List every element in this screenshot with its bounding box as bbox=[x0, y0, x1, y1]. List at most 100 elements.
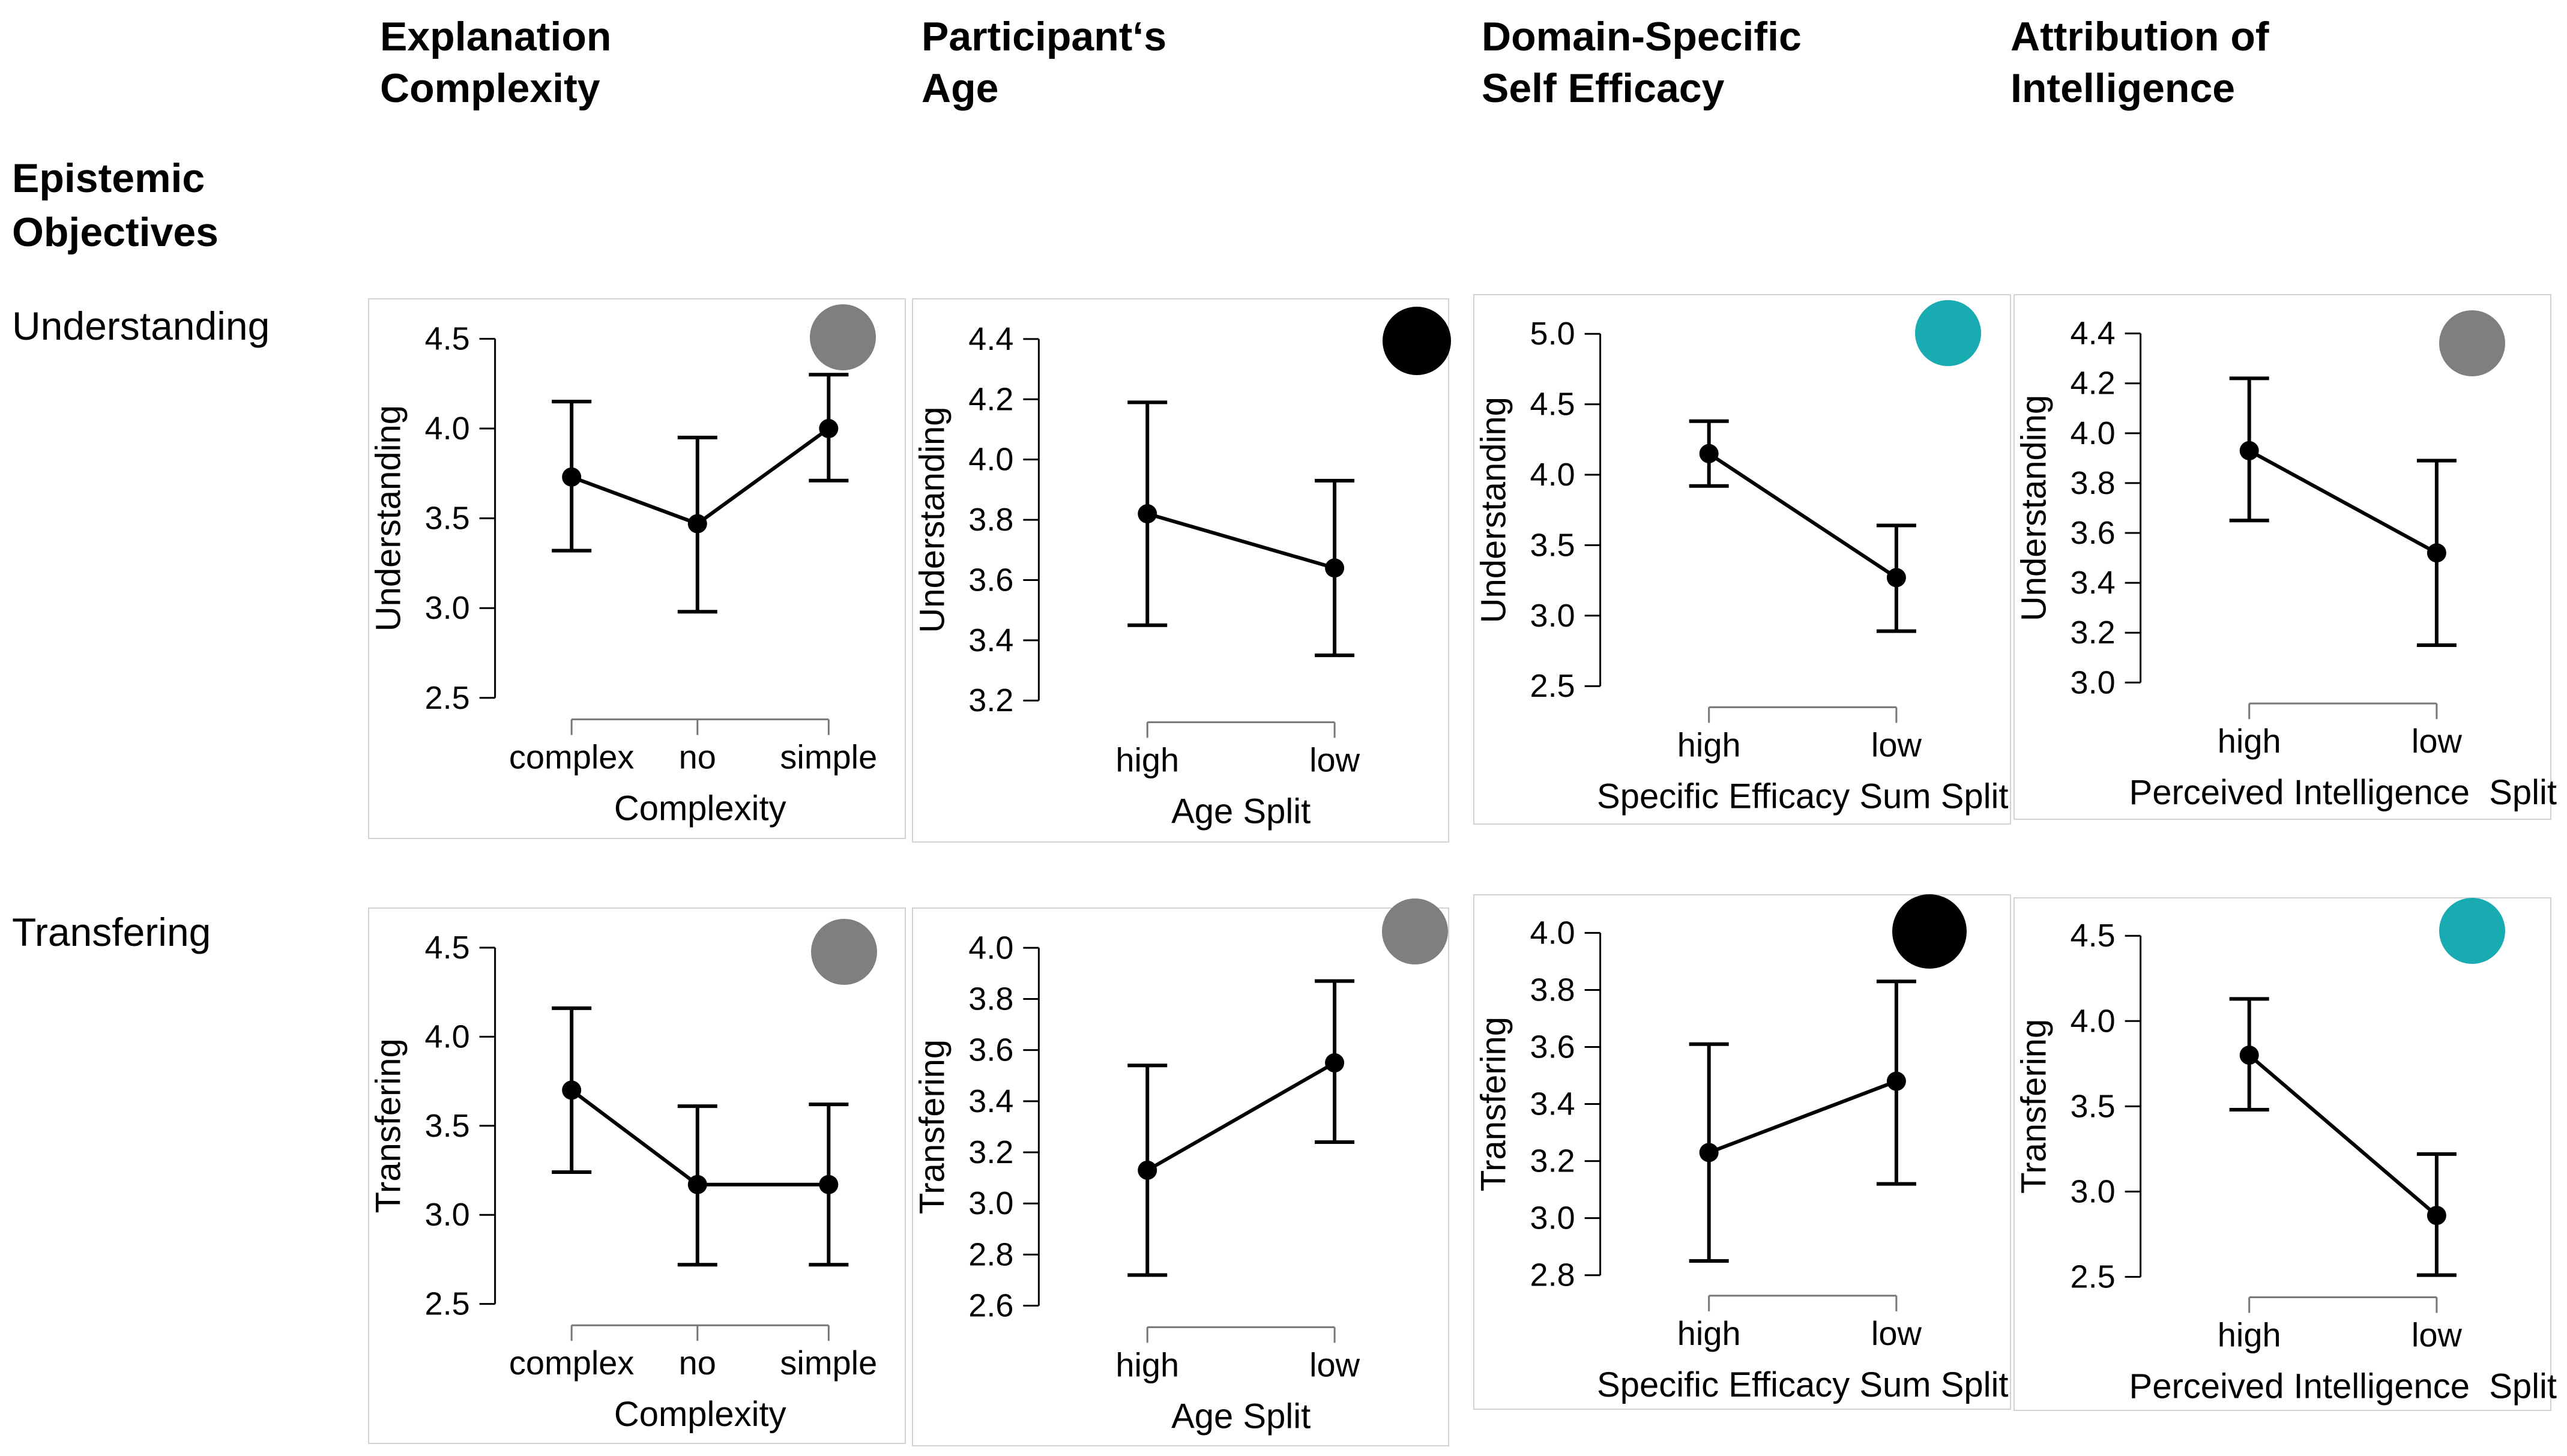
svg-text:4.2: 4.2 bbox=[968, 381, 1013, 417]
svg-text:Understanding: Understanding bbox=[369, 405, 408, 631]
row-label-transfering: Transfering bbox=[12, 910, 211, 954]
corner-label-epistemic-objectives: Epistemic Objectives bbox=[12, 151, 219, 259]
svg-text:simple: simple bbox=[780, 738, 877, 776]
column-header-line: Self Efficacy bbox=[1482, 65, 1725, 111]
significance-badge-gray bbox=[811, 919, 877, 985]
transfering-self-efficacy-chart: 2.8 3.0 3.2 3.4 3.6 3.8 4.0 Transfering high low S… bbox=[1474, 894, 2009, 1404]
svg-text:high: high bbox=[2218, 1316, 2281, 1354]
column-header-line: Domain-Specific bbox=[1482, 14, 1802, 59]
svg-text:3.0: 3.0 bbox=[2071, 1173, 2116, 1209]
svg-text:3.8: 3.8 bbox=[968, 981, 1013, 1017]
svg-text:2.8: 2.8 bbox=[968, 1236, 1013, 1272]
svg-text:3.4: 3.4 bbox=[2071, 565, 2116, 601]
column-header-line: Attribution of bbox=[2010, 14, 2269, 59]
svg-text:low: low bbox=[1871, 726, 1922, 763]
svg-text:3.6: 3.6 bbox=[968, 1032, 1013, 1068]
understanding-age-chart: 3.2 3.4 3.6 3.8 4.0 4.2 4.4 Understanding high lo… bbox=[913, 307, 1451, 831]
svg-text:4.0: 4.0 bbox=[2071, 415, 2116, 451]
svg-text:3.8: 3.8 bbox=[1530, 972, 1575, 1008]
column-header-line: Intelligence bbox=[2010, 65, 2236, 111]
svg-text:2.5: 2.5 bbox=[425, 1286, 470, 1322]
chart-panel-understanding-complexity: 2.5 3.0 3.5 4.0 4.5 Understanding complex no sim… bbox=[368, 298, 906, 839]
svg-text:4.4: 4.4 bbox=[2071, 316, 2116, 352]
svg-text:4.0: 4.0 bbox=[1530, 457, 1575, 493]
svg-text:5.0: 5.0 bbox=[1530, 316, 1575, 352]
svg-text:4.0: 4.0 bbox=[425, 1018, 470, 1054]
significance-badge-teal bbox=[2439, 898, 2505, 964]
svg-text:Transfering: Transfering bbox=[369, 1038, 408, 1213]
transfering-perceived-intelligence-chart: 2.5 3.0 3.5 4.0 4.5 Transfering high low Perceiv… bbox=[2015, 898, 2557, 1406]
svg-text:Transfering: Transfering bbox=[1474, 1017, 1513, 1191]
svg-text:3.4: 3.4 bbox=[968, 622, 1013, 658]
row-label-understanding: Understanding bbox=[12, 304, 270, 348]
significance-badge-black bbox=[1383, 307, 1451, 375]
significance-badge-gray bbox=[810, 304, 876, 370]
svg-text:complex: complex bbox=[509, 738, 635, 776]
svg-text:low: low bbox=[1871, 1314, 1922, 1352]
svg-text:low: low bbox=[1309, 741, 1360, 778]
transfering-complexity-chart: 2.5 3.0 3.5 4.0 4.5 Transfering complex no simpl… bbox=[369, 919, 877, 1434]
svg-text:no: no bbox=[679, 738, 716, 776]
svg-text:Understanding: Understanding bbox=[2015, 395, 2054, 621]
significance-badge-teal bbox=[1915, 300, 1981, 366]
svg-text:4.0: 4.0 bbox=[968, 442, 1013, 478]
svg-text:3.8: 3.8 bbox=[968, 502, 1013, 538]
svg-text:3.4: 3.4 bbox=[968, 1083, 1013, 1119]
column-header-line: Age bbox=[922, 65, 999, 111]
chart-panel-understanding-perceived-intelligence: 3.0 3.2 3.4 3.6 3.8 4.0 4.2 4.4 Understanding hig… bbox=[2013, 294, 2557, 820]
svg-text:Complexity: Complexity bbox=[614, 1395, 786, 1434]
svg-text:3.6: 3.6 bbox=[1530, 1029, 1575, 1065]
svg-text:Transfering: Transfering bbox=[913, 1039, 952, 1214]
svg-text:3.0: 3.0 bbox=[1530, 1200, 1575, 1236]
svg-text:3.5: 3.5 bbox=[425, 501, 470, 537]
svg-text:4.5: 4.5 bbox=[1530, 387, 1575, 423]
column-header-attribution-of-intelligence: Attribution of Intelligence bbox=[2010, 11, 2269, 114]
svg-text:Understanding: Understanding bbox=[1474, 397, 1513, 623]
chart-panel-understanding-self-efficacy: 2.5 3.0 3.5 4.0 4.5 5.0 Understanding high low Sp… bbox=[1473, 294, 2011, 825]
svg-text:Transfering: Transfering bbox=[2015, 1019, 2054, 1194]
chart-panel-transfering-complexity: 2.5 3.0 3.5 4.0 4.5 Transfering complex no simpl… bbox=[368, 907, 906, 1444]
column-header-line: Participant‘s bbox=[922, 14, 1167, 59]
svg-text:2.8: 2.8 bbox=[1530, 1257, 1575, 1293]
significance-badge-gray bbox=[2439, 310, 2505, 376]
svg-text:4.5: 4.5 bbox=[425, 930, 470, 966]
svg-text:3.0: 3.0 bbox=[2071, 664, 2116, 700]
svg-text:3.2: 3.2 bbox=[2071, 615, 2116, 651]
svg-text:complex: complex bbox=[509, 1344, 635, 1382]
chart-panel-understanding-age: 3.2 3.4 3.6 3.8 4.0 4.2 4.4 Understanding high lo… bbox=[912, 298, 1451, 843]
svg-text:2.5: 2.5 bbox=[1530, 668, 1575, 704]
svg-text:3.4: 3.4 bbox=[1530, 1086, 1575, 1122]
svg-text:high: high bbox=[1115, 741, 1179, 778]
svg-text:low: low bbox=[2412, 1316, 2463, 1354]
svg-text:3.0: 3.0 bbox=[425, 590, 470, 626]
svg-text:3.2: 3.2 bbox=[968, 682, 1013, 718]
svg-text:Perceived Intelligence Split: Perceived Intelligence Split bbox=[2129, 1367, 2557, 1406]
svg-text:3.6: 3.6 bbox=[968, 562, 1013, 598]
significance-badge-gray bbox=[1382, 898, 1448, 964]
svg-text:low: low bbox=[2412, 722, 2463, 760]
svg-text:2.6: 2.6 bbox=[968, 1288, 1013, 1324]
svg-text:high: high bbox=[1677, 1314, 1741, 1352]
svg-text:low: low bbox=[1309, 1346, 1360, 1383]
understanding-complexity-chart: 2.5 3.0 3.5 4.0 4.5 Understanding complex no sim… bbox=[369, 304, 877, 828]
svg-text:Specific Efficacy Sum Split: Specific Efficacy Sum Split bbox=[1597, 1365, 2009, 1404]
svg-text:Age Split: Age Split bbox=[1171, 1397, 1311, 1436]
svg-text:3.0: 3.0 bbox=[1530, 598, 1575, 634]
svg-text:3.0: 3.0 bbox=[968, 1185, 1013, 1221]
svg-text:4.0: 4.0 bbox=[1530, 915, 1575, 951]
svg-text:Complexity: Complexity bbox=[614, 789, 786, 828]
column-header-explanation-complexity: Explanation Complexity bbox=[380, 11, 611, 114]
svg-text:high: high bbox=[1115, 1346, 1179, 1383]
svg-text:Specific Efficacy Sum Split: Specific Efficacy Sum Split bbox=[1597, 777, 2009, 816]
svg-text:simple: simple bbox=[780, 1344, 877, 1382]
transfering-age-chart: 2.6 2.8 3.0 3.2 3.4 3.6 3.8 4.0 Transfering high l… bbox=[913, 898, 1448, 1436]
svg-text:high: high bbox=[2218, 722, 2281, 760]
column-header-participants-age: Participant‘s Age bbox=[922, 11, 1166, 114]
svg-text:high: high bbox=[1677, 726, 1741, 763]
svg-text:2.5: 2.5 bbox=[425, 680, 470, 716]
significance-badge-black bbox=[1892, 894, 1967, 969]
understanding-perceived-intelligence-chart: 3.0 3.2 3.4 3.6 3.8 4.0 4.2 4.4 Understanding hig… bbox=[2015, 310, 2557, 812]
svg-text:4.0: 4.0 bbox=[2071, 1003, 2116, 1039]
corner-label-line: Epistemic bbox=[12, 155, 205, 201]
svg-text:Perceived Intelligence Split: Perceived Intelligence Split bbox=[2129, 773, 2557, 812]
